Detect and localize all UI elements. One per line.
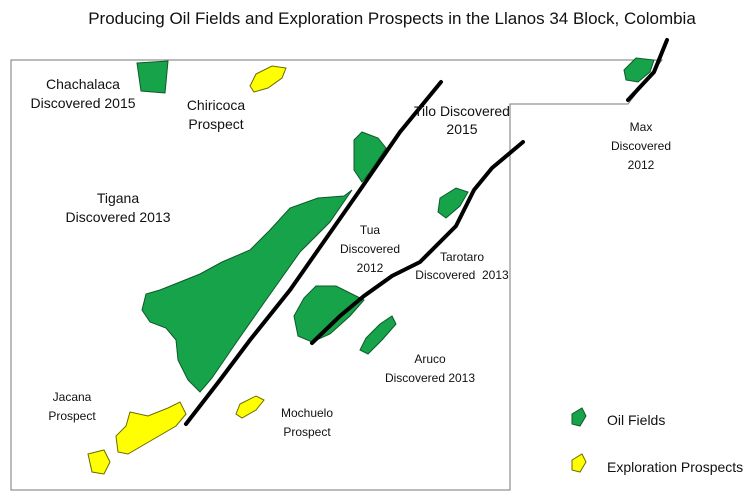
map-label: Tilo Discovered 2015 xyxy=(414,103,510,137)
legend-label: Oil Fields xyxy=(607,412,665,428)
prospect xyxy=(249,65,287,93)
fault-line xyxy=(310,140,525,345)
prospect xyxy=(235,395,265,419)
label-line: Mochuelo xyxy=(281,406,333,420)
prospect xyxy=(115,401,187,455)
map-label: Max Discovered 2012 xyxy=(611,120,671,172)
label-line: Tua xyxy=(360,223,381,237)
label-line: 2012 xyxy=(357,261,384,275)
label-line: Discovered xyxy=(611,139,671,153)
oil-fields xyxy=(136,57,655,393)
oil-field xyxy=(437,187,469,219)
map-label: Chiricoca Prospect xyxy=(187,97,246,132)
legend-label: Exploration Prospects xyxy=(607,459,743,475)
legend-swatch xyxy=(571,453,587,473)
label-line: Aruco xyxy=(414,352,446,366)
oil-field xyxy=(623,57,655,83)
map-label: Chachalaca Discovered 2015 xyxy=(30,76,135,111)
label-line: Prospect xyxy=(48,409,96,423)
label-line: Tilo Discovered xyxy=(414,103,510,119)
label-line: Discovered xyxy=(340,242,400,256)
block-outline xyxy=(10,59,664,491)
label-line: Prospect xyxy=(283,425,331,439)
exploration-prospects xyxy=(87,65,287,475)
label-line: Max xyxy=(630,120,653,134)
oil-field xyxy=(136,60,169,94)
label-line: Jacana xyxy=(53,390,92,404)
fault-line xyxy=(184,80,443,426)
oil-field xyxy=(293,285,365,343)
label-line: Tarotaro xyxy=(440,250,484,264)
label-line: Discovered 2013 xyxy=(415,268,509,282)
oil-field xyxy=(359,315,397,355)
label-line: Prospect xyxy=(188,116,243,132)
faults xyxy=(184,38,669,426)
labels: Chachalaca Discovered 2015 Chiricoca Prospe… xyxy=(30,76,671,439)
label-line: Discovered 2015 xyxy=(30,95,135,111)
map-label: Tigana Discovered 2013 xyxy=(65,190,170,225)
map-label: Jacana Prospect xyxy=(48,390,96,423)
label-line: Chiricoca xyxy=(187,97,246,113)
label-line: Tigana xyxy=(97,190,140,206)
map-label: Mochuelo Prospect xyxy=(281,406,333,439)
map-label: Aruco Discovered 2013 xyxy=(385,352,475,385)
oil-field xyxy=(141,189,353,393)
label-line: Discovered 2013 xyxy=(65,209,170,225)
fault-line xyxy=(626,38,669,102)
map-title: Producing Oil Fields and Exploration Pro… xyxy=(88,9,696,28)
map-label: Tarotaro Discovered 2013 xyxy=(415,250,509,282)
label-line: 2015 xyxy=(446,121,477,137)
legend: Oil Fields Exploration Prospects xyxy=(571,407,743,475)
map-label: Tua Discovered 2012 xyxy=(340,223,400,275)
label-line: Discovered 2013 xyxy=(385,371,475,385)
oil-field xyxy=(353,131,387,183)
label-line: Chachalaca xyxy=(46,76,120,92)
label-line: 2012 xyxy=(628,158,655,172)
prospect xyxy=(87,449,111,475)
legend-swatch xyxy=(571,407,587,427)
